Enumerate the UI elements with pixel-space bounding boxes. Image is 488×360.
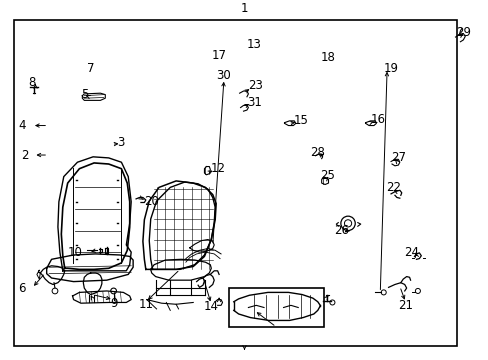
Text: 26: 26 <box>333 224 348 237</box>
Text: 1: 1 <box>240 2 248 15</box>
Bar <box>228 288 324 327</box>
Text: 20: 20 <box>144 194 159 208</box>
Text: 29: 29 <box>455 26 470 39</box>
Text: 21: 21 <box>397 299 412 312</box>
Text: 16: 16 <box>370 113 385 126</box>
Text: 28: 28 <box>309 146 325 159</box>
Text: 6: 6 <box>18 282 25 294</box>
Text: 15: 15 <box>293 114 307 127</box>
Text: 18: 18 <box>321 51 335 64</box>
Text: 22: 22 <box>386 181 400 194</box>
Text: 3: 3 <box>117 136 124 149</box>
Text: 14: 14 <box>203 300 218 313</box>
Text: 13: 13 <box>246 38 261 51</box>
Text: 30: 30 <box>216 69 231 82</box>
Text: 2: 2 <box>21 149 28 162</box>
Text: 11: 11 <box>138 298 153 311</box>
Text: 31: 31 <box>246 96 261 109</box>
Text: 24: 24 <box>403 246 418 258</box>
Text: 7: 7 <box>87 62 94 75</box>
Text: 19: 19 <box>383 62 398 75</box>
Text: 9: 9 <box>110 297 117 310</box>
Text: 10: 10 <box>67 246 82 258</box>
Text: 8: 8 <box>28 76 36 89</box>
Text: 5: 5 <box>81 88 88 101</box>
Text: 4: 4 <box>18 119 25 132</box>
Text: 12: 12 <box>210 162 225 175</box>
Text: 27: 27 <box>390 152 405 165</box>
Text: 23: 23 <box>248 80 263 93</box>
Text: 25: 25 <box>320 170 334 183</box>
Text: 17: 17 <box>211 49 226 62</box>
